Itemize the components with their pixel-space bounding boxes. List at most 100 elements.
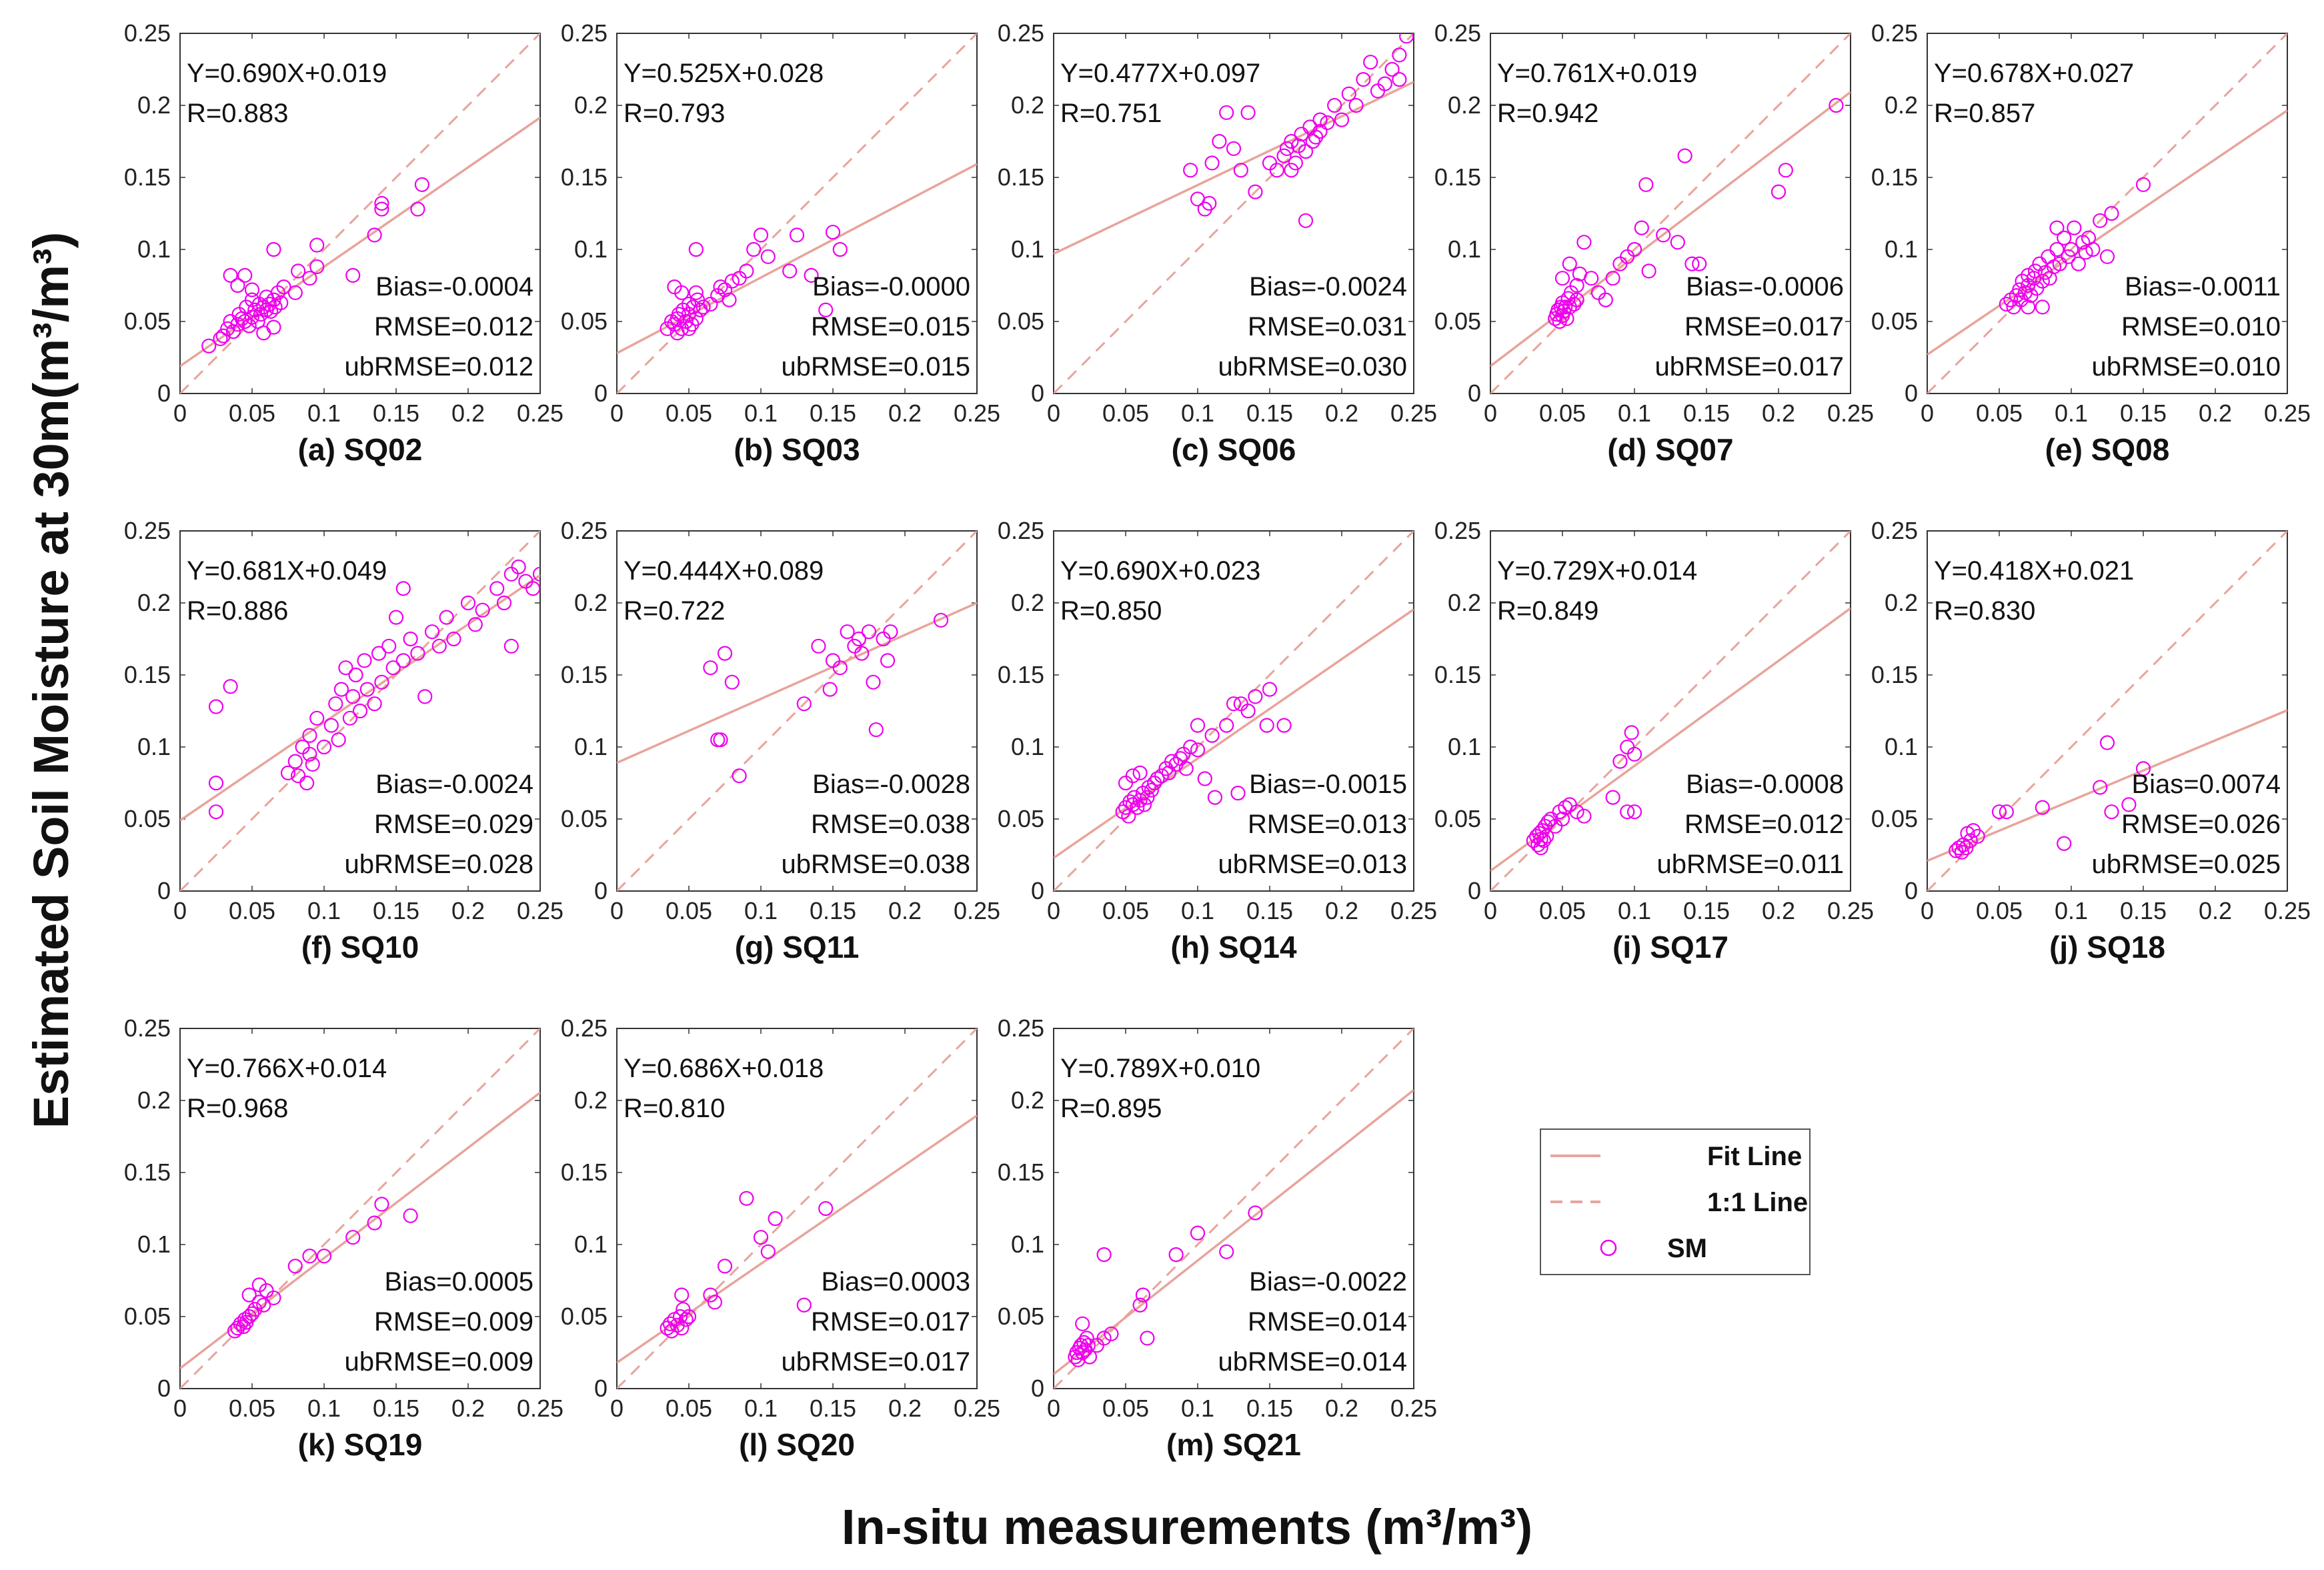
- one-to-one-line: [1927, 531, 2287, 891]
- data-point: [880, 653, 896, 668]
- x-tick-label: 0.1: [2055, 400, 2088, 427]
- data-point: [1348, 97, 1364, 113]
- data-point: [1150, 771, 1165, 786]
- one-to-one-line: [1927, 33, 2287, 394]
- data-point: [1970, 828, 1985, 844]
- x-tick-label: 0.1: [1181, 400, 1214, 427]
- data-point: [1144, 782, 1159, 798]
- data-point: [1312, 112, 1328, 127]
- correlation-r: R=0.751: [1060, 99, 1162, 128]
- plot-content: [180, 531, 540, 891]
- data-point: [266, 319, 281, 335]
- data-point: [208, 699, 224, 714]
- data-point: [1598, 292, 1613, 307]
- x-tick-label: 0.15: [1683, 897, 1730, 924]
- x-tick-label: 0.05: [1102, 400, 1149, 427]
- correlation-r: R=0.850: [1060, 596, 1162, 626]
- panel-8: 0 0.05 0.1 0.15 0.2 0.25 0 0.05 0.1 0.15 0.2 0.25 Y=…: [1434, 517, 1874, 964]
- data-point: [1140, 1331, 1155, 1346]
- data-point: [2135, 177, 2151, 192]
- fit-equation: Y=0.686X+0.018: [624, 1054, 824, 1083]
- y-tick-label: 0: [1905, 877, 1918, 904]
- panel-11: 0 0.05 0.1 0.15 0.2 0.25 0 0.05 0.1 0.15 0.2 0.25 Y=…: [561, 1014, 1000, 1462]
- data-point: [832, 241, 848, 257]
- bias-value: Bias=-0.0028: [812, 770, 970, 799]
- y-tick-label: 0.2: [574, 91, 608, 119]
- data-point: [2063, 241, 2079, 257]
- data-point: [345, 689, 361, 704]
- x-tick-label: 0.05: [229, 1395, 275, 1422]
- data-point: [1951, 840, 1967, 856]
- ubrmse-value: ubRMSE=0.038: [781, 850, 970, 879]
- data-point: [1259, 718, 1274, 733]
- panel-label: (a) SQ02: [298, 432, 423, 467]
- data-point: [1219, 1244, 1234, 1259]
- data-point: [660, 1321, 675, 1336]
- data-point: [1399, 33, 1414, 44]
- x-tick-label: 0: [173, 897, 187, 924]
- correlation-r: R=0.857: [1934, 99, 2035, 128]
- data-point: [280, 765, 296, 780]
- data-point: [688, 241, 704, 257]
- data-point: [1183, 163, 1198, 178]
- fit-equation: Y=0.690X+0.019: [187, 59, 387, 88]
- data-point: [832, 660, 848, 676]
- data-point: [1248, 184, 1263, 199]
- data-point: [2085, 241, 2101, 257]
- data-point: [305, 756, 320, 772]
- data-point: [410, 201, 425, 217]
- y-tick-label: 0.05: [1434, 805, 1481, 832]
- data-point: [1130, 800, 1145, 815]
- data-point: [525, 581, 540, 596]
- x-tick-label: 0.2: [888, 1395, 922, 1422]
- data-point: [1125, 797, 1140, 812]
- y-tick-label: 0: [1031, 877, 1044, 904]
- y-tick-label: 0: [1905, 379, 1918, 407]
- data-point: [1392, 72, 1407, 87]
- correlation-r: R=0.883: [187, 99, 288, 128]
- data-point: [1559, 311, 1574, 326]
- data-point: [1219, 105, 1234, 120]
- data-point: [1363, 55, 1378, 70]
- data-point: [722, 292, 737, 307]
- panel-1: 0 0.05 0.1 0.15 0.2 0.25 0 0.05 0.1 0.15 0.2 0.25 Y=…: [561, 19, 1000, 467]
- y-tick-label: 0: [1031, 379, 1044, 407]
- data-point: [532, 566, 540, 582]
- x-tick-label: 0.15: [2120, 400, 2167, 427]
- x-tick-label: 0.1: [744, 897, 778, 924]
- data-point: [1104, 1326, 1119, 1342]
- data-point: [1197, 771, 1212, 786]
- data-point: [717, 1259, 733, 1274]
- data-point: [503, 638, 519, 654]
- x-tick-label: 0.1: [2055, 897, 2088, 924]
- x-tick-label: 0.25: [1827, 897, 1874, 924]
- data-point: [1075, 1316, 1090, 1331]
- legend-fit-label: Fit Line: [1707, 1142, 1802, 1171]
- data-point: [1070, 1352, 1086, 1367]
- x-tick-label: 0.25: [517, 897, 563, 924]
- panels: 0 0.05 0.1 0.15 0.2 0.25 0 0.05 0.1 0.15 0.2 0.25 Y=…: [124, 19, 2311, 1462]
- x-tick-label: 0: [610, 400, 624, 427]
- data-point: [1069, 1345, 1084, 1361]
- data-point: [667, 279, 682, 295]
- panel-0: 0 0.05 0.1 0.15 0.2 0.25 0 0.05 0.1 0.15 0.2 0.25 Y=…: [124, 19, 563, 467]
- x-tick-label: 0.05: [1539, 400, 1586, 427]
- data-point: [674, 321, 690, 336]
- y-tick-label: 0.15: [561, 661, 608, 688]
- data-point: [367, 1215, 382, 1231]
- data-point: [739, 1191, 754, 1206]
- data-point: [342, 710, 357, 726]
- data-point: [1605, 790, 1620, 805]
- panel-label: (e) SQ08: [2045, 432, 2170, 467]
- data-point: [2021, 299, 2036, 315]
- data-point: [1584, 271, 1599, 286]
- legend-one-to-one-label: 1:1 Line: [1707, 1188, 1808, 1217]
- data-point: [1536, 833, 1552, 848]
- data-point: [414, 177, 429, 192]
- x-tick-label: 0.05: [1102, 897, 1149, 924]
- x-tick-label: 0.1: [307, 400, 341, 427]
- data-point: [703, 660, 718, 676]
- y-tick-label: 0.25: [1871, 517, 1918, 544]
- data-point: [241, 1287, 257, 1303]
- data-point: [309, 237, 325, 253]
